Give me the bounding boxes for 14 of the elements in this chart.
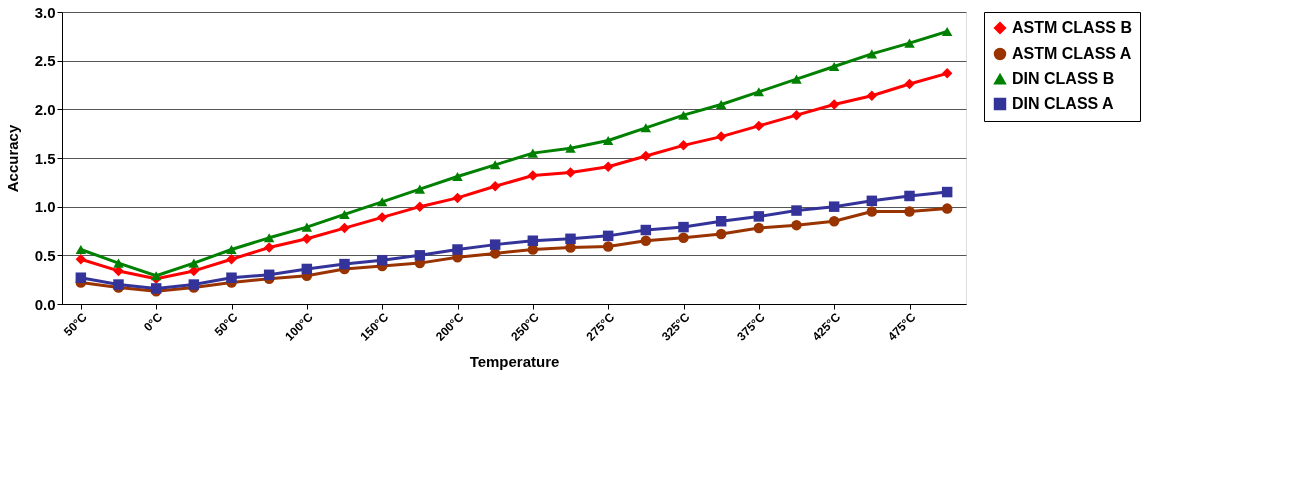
y-tick-label: 2.5 — [34, 52, 56, 70]
legend-label: DIN CLASS A — [1012, 95, 1115, 112]
x-tick-label: 0°C — [141, 309, 166, 335]
y-tick-label: 1.5 — [34, 149, 56, 167]
y-tick-label: 0.0 — [34, 295, 56, 313]
y-tick-label: 1.0 — [34, 198, 56, 216]
y-tick-label: 2.0 — [34, 100, 56, 118]
y-tick-label: 3.0 — [34, 3, 56, 21]
y-axis-title: Accuracy — [3, 124, 21, 193]
legend-label: ASTM CLASS B — [1012, 19, 1132, 36]
legend-label: DIN CLASS B — [1012, 70, 1115, 87]
legend-label: ASTM CLASS A — [1012, 45, 1132, 62]
x-axis-title: Temperature — [469, 352, 560, 370]
y-tick-label: 0.5 — [34, 246, 56, 264]
